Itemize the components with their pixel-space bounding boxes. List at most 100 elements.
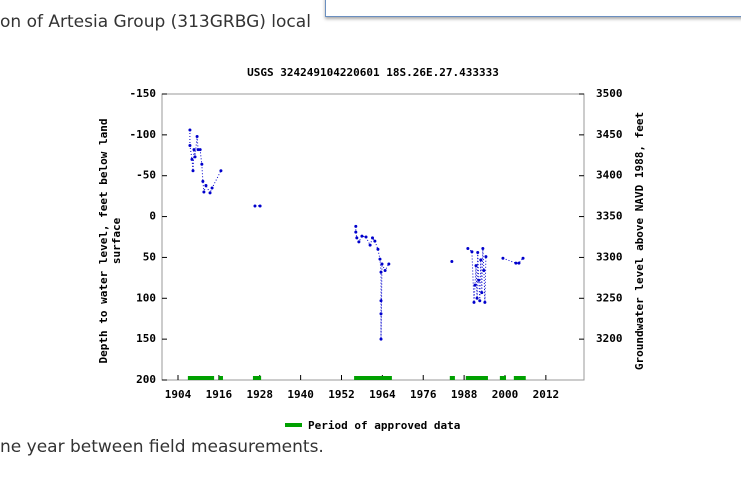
y-tick-label: 100 (136, 291, 156, 304)
data-point (370, 236, 374, 240)
data-point (190, 157, 194, 161)
data-point (376, 247, 380, 251)
data-point (380, 262, 384, 266)
data-point (253, 204, 257, 208)
data-point (258, 204, 262, 208)
data-point (195, 134, 199, 138)
y-axis-label-line: Depth to water level, feet below land (97, 118, 110, 363)
y2-tick-label: 3400 (596, 169, 623, 182)
y-tick-label: 200 (136, 373, 156, 386)
data-point (470, 250, 474, 254)
data-point (198, 148, 202, 152)
data-point (379, 337, 383, 341)
data-point (219, 169, 223, 173)
data-point (368, 243, 372, 247)
y2-tick-label: 3500 (596, 87, 623, 100)
y-tick-label: 0 (149, 210, 156, 223)
y2-tick-label: 3450 (596, 128, 623, 141)
data-point (387, 262, 391, 266)
y2-tick-label: 3350 (596, 210, 623, 223)
y-tick-label: -100 (130, 128, 157, 141)
y-axis-label: Depth to water level, feet below landsur… (97, 118, 123, 363)
data-point (357, 240, 361, 244)
data-point (208, 191, 212, 195)
data-point (210, 186, 214, 190)
data-point (373, 239, 377, 243)
data-point (364, 235, 368, 239)
data-point (188, 128, 192, 132)
y-axis-label-line: surface (110, 217, 123, 264)
data-point (474, 264, 478, 268)
data-point (379, 312, 383, 316)
data-point (480, 291, 484, 295)
x-tick-label: 1928 (247, 388, 274, 401)
data-point (481, 246, 485, 250)
data-point (483, 300, 487, 304)
data-point (188, 143, 192, 147)
page-text: ne year between field measurements. (0, 437, 324, 457)
data-point (479, 258, 483, 262)
data-point (514, 261, 518, 265)
y-tick-label: 50 (143, 250, 156, 263)
x-tick-label: 1952 (328, 388, 355, 401)
data-point (204, 184, 208, 188)
data-point (192, 148, 196, 152)
data-point (193, 155, 197, 159)
approved-period (513, 376, 526, 380)
approved-period (449, 376, 455, 380)
approved-period (499, 376, 507, 380)
approved-period (252, 376, 262, 380)
data-point (517, 261, 521, 265)
data-point (201, 179, 205, 183)
data-point (501, 256, 505, 260)
cropped-panel (325, 0, 741, 17)
x-tick-label: 1964 (369, 388, 396, 401)
data-point (354, 224, 358, 228)
data-point (379, 270, 383, 274)
data-point (202, 190, 206, 194)
data-point (472, 300, 476, 304)
data-point (476, 251, 480, 255)
x-tick-label: 1916 (206, 388, 233, 401)
data-point (200, 162, 204, 166)
y2-tick-label: 3200 (596, 332, 623, 345)
y-tick-label: -50 (136, 169, 156, 182)
data-point (379, 299, 383, 303)
data-point (355, 236, 359, 240)
data-point (360, 234, 364, 238)
data-point (354, 230, 358, 234)
data-point (482, 269, 486, 273)
x-tick-label: 1976 (410, 388, 437, 401)
page-text: on of Artesia Group (313GRBG) local (0, 12, 311, 32)
y2-axis-label: Groundwater level above NAVD 1988, feet (633, 112, 646, 370)
data-point (484, 255, 488, 259)
data-point (450, 260, 454, 264)
x-tick-label: 2012 (533, 388, 560, 401)
data-point (477, 278, 481, 282)
approved-period (187, 376, 215, 380)
y2-tick-label: 3300 (596, 250, 623, 263)
approved-period (218, 376, 223, 380)
x-tick-label: 1940 (287, 388, 314, 401)
x-tick-label: 1904 (165, 388, 192, 401)
data-point (521, 256, 525, 260)
x-tick-label: 2000 (492, 388, 519, 401)
legend-label: Period of approved data (308, 419, 460, 432)
data-point (473, 283, 477, 287)
chart-title: USGS 324249104220601 18S.26E.27.433333 (247, 66, 499, 79)
data-point (475, 296, 479, 300)
data-point (378, 257, 382, 261)
data-point (478, 299, 482, 303)
data-point (466, 246, 470, 250)
y2-tick-label: 3250 (596, 291, 623, 304)
data-point (383, 269, 387, 273)
series-line (189, 130, 524, 340)
approved-period (465, 376, 488, 380)
approved-period (354, 376, 392, 380)
data-point (191, 169, 195, 173)
y-tick-label: -150 (130, 87, 157, 100)
y-tick-label: 150 (136, 332, 156, 345)
x-tick-label: 1988 (451, 388, 478, 401)
